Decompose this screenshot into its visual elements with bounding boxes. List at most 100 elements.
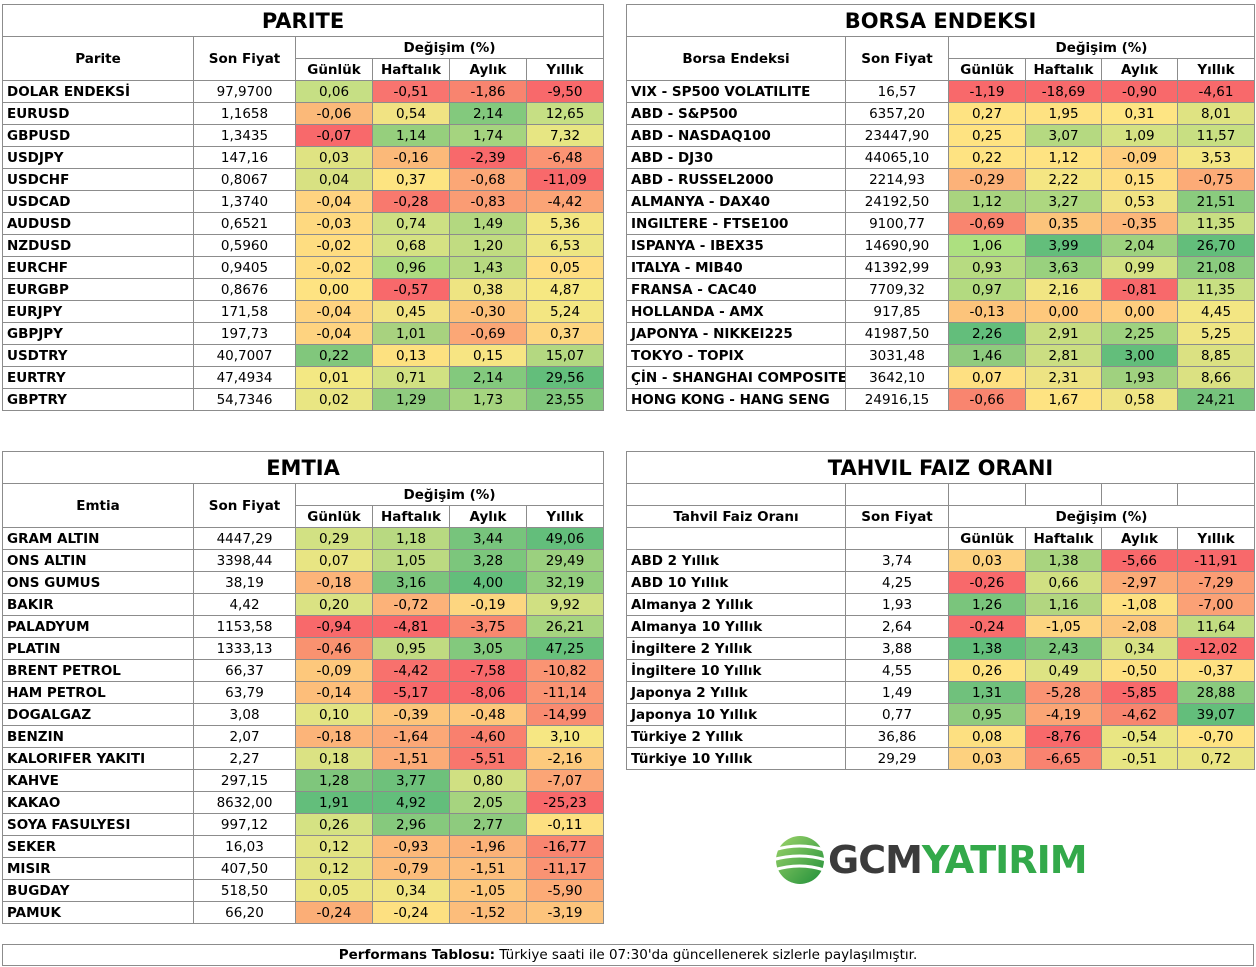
row-name: USDTRY — [2, 344, 194, 367]
change-cell: 3,77 — [372, 769, 450, 792]
logo-wordmark: GCMYATIRIM — [828, 836, 1088, 884]
change-cell: -0,09 — [295, 659, 373, 682]
change-cell: -5,85 — [1101, 681, 1178, 704]
table-row: DOLAR ENDEKSİ 97,9700 0,06 -0,51 -1,86 -9,50 — [2, 80, 605, 103]
change-cell: -0,24 — [295, 901, 373, 924]
change-cell: -5,28 — [1025, 681, 1102, 704]
row-price: 14690,90 — [845, 234, 949, 257]
row-name: USDCAD — [2, 190, 194, 213]
row-price: 1,93 — [845, 593, 949, 616]
table-row: ITALYA - MIB40 41392,99 0,93 3,63 0,99 21,08 — [626, 256, 1255, 279]
change-cell: 0,05 — [295, 879, 373, 902]
change-cell: 3,63 — [1025, 256, 1102, 279]
change-cell: -1,51 — [449, 857, 527, 880]
row-price: 97,9700 — [193, 80, 296, 103]
change-cell: -0,81 — [1101, 278, 1178, 301]
row-price: 4,25 — [845, 571, 949, 594]
row-price: 1153,58 — [193, 615, 296, 638]
row-price: 407,50 — [193, 857, 296, 880]
row-price: 66,20 — [193, 901, 296, 924]
row-price: 9100,77 — [845, 212, 949, 235]
table-row: Japonya 10 Yıllık 0,77 0,95 -4,19 -4,62 39,07 — [626, 703, 1256, 726]
row-name: DOGALGAZ — [2, 703, 194, 726]
borsa-period-daily: Günlük — [948, 58, 1026, 81]
change-cell: 1,12 — [1025, 146, 1102, 169]
borsa-period-monthly: Aylık — [1101, 58, 1178, 81]
change-cell: -0,72 — [372, 593, 450, 616]
table-row: Türkiye 10 Yıllık 29,29 0,03 -6,65 -0,51 0,72 — [626, 747, 1256, 770]
table-row: DOGALGAZ 3,08 0,10 -0,39 -0,48 -14,99 — [2, 703, 605, 726]
change-cell: -2,16 — [525, 747, 605, 770]
table-row: HONG KONG - HANG SENG 24916,15 -0,66 1,67 0,… — [626, 388, 1255, 411]
change-cell: -0,51 — [372, 80, 450, 103]
change-cell: 21,08 — [1177, 256, 1255, 279]
tahvil-col-name: Tahvil Faiz Oranı — [626, 505, 846, 528]
row-name: BAKIR — [2, 593, 194, 616]
change-cell: 8,66 — [1177, 366, 1255, 389]
change-cell: 0,18 — [295, 747, 373, 770]
change-cell: 3,99 — [1025, 234, 1102, 257]
change-cell: 0,03 — [948, 747, 1026, 770]
change-cell: -0,26 — [948, 571, 1026, 594]
row-price: 24192,50 — [845, 190, 949, 213]
footer-bold: Performans Tablosu: — [338, 947, 495, 963]
row-price: 3,08 — [193, 703, 296, 726]
change-cell: 1,29 — [372, 388, 450, 411]
change-cell: -18,69 — [1025, 80, 1102, 103]
table-row: VIX - SP500 VOLATILITE 16,57 -1,19 -18,69 -0… — [626, 80, 1255, 103]
change-cell: -11,14 — [525, 681, 605, 704]
row-name: PALADYUM — [2, 615, 194, 638]
change-cell: -1,19 — [948, 80, 1026, 103]
table-row: ABD 2 Yıllık 3,74 0,03 1,38 -5,66 -11,91 — [626, 549, 1256, 572]
row-name: JAPONYA - NIKKEI225 — [626, 322, 846, 345]
change-cell: 0,45 — [372, 300, 450, 323]
change-cell: -0,46 — [295, 637, 373, 660]
change-cell: -0,03 — [295, 212, 373, 235]
row-name: EURJPY — [2, 300, 194, 323]
row-name: KALORIFER YAKITI — [2, 747, 194, 770]
change-cell: 4,45 — [1177, 300, 1255, 323]
row-name: GBPJPY — [2, 322, 194, 345]
table-row: KAKAO 8632,00 1,91 4,92 2,05 -25,23 — [2, 791, 605, 814]
change-cell: -1,05 — [449, 879, 527, 902]
row-name: EURCHF — [2, 256, 194, 279]
change-cell: -4,19 — [1025, 703, 1102, 726]
change-cell: 2,31 — [1025, 366, 1102, 389]
change-cell: 12,65 — [525, 102, 605, 125]
row-price: 2214,93 — [845, 168, 949, 191]
row-price: 0,8676 — [193, 278, 296, 301]
change-cell: 3,10 — [525, 725, 605, 748]
change-cell: -5,51 — [449, 747, 527, 770]
change-cell: -4,42 — [525, 190, 605, 213]
row-name: HAM PETROL — [2, 681, 194, 704]
change-cell: -0,18 — [295, 571, 373, 594]
change-cell: 0,37 — [525, 322, 605, 345]
change-cell: 11,57 — [1177, 124, 1255, 147]
change-cell: 4,92 — [372, 791, 450, 814]
change-cell: 4,87 — [525, 278, 605, 301]
borsa-panel: BORSA ENDEKSI Borsa Endeksi Son Fiyat De… — [626, 4, 1255, 411]
table-row: USDCAD 1,3740 -0,04 -0,28 -0,83 -4,42 — [2, 190, 605, 213]
table-row: İngiltere 10 Yıllık 4,55 0,26 0,49 -0,50 -0,3… — [626, 659, 1256, 682]
change-cell: 1,18 — [372, 527, 450, 550]
row-price: 171,58 — [193, 300, 296, 323]
change-cell: 23,55 — [525, 388, 605, 411]
table-row: ISPANYA - IBEX35 14690,90 1,06 3,99 2,04 26,7… — [626, 234, 1255, 257]
change-cell: 26,70 — [1177, 234, 1255, 257]
table-row: FRANSA - CAC40 7709,32 0,97 2,16 -0,81 11,35 — [626, 278, 1255, 301]
table-row: INGILTERE - FTSE100 9100,77 -0,69 0,35 -0,35… — [626, 212, 1255, 235]
table-row: EURTRY 47,4934 0,01 0,71 2,14 29,56 — [2, 366, 605, 389]
change-cell: -16,77 — [525, 835, 605, 858]
change-cell: 2,25 — [1101, 322, 1178, 345]
parite-period-daily: Günlük — [295, 58, 373, 81]
change-cell: 1,06 — [948, 234, 1026, 257]
change-cell: 0,10 — [295, 703, 373, 726]
row-name: NZDUSD — [2, 234, 194, 257]
row-name: EURGBP — [2, 278, 194, 301]
row-price: 0,77 — [845, 703, 949, 726]
change-cell: -0,66 — [948, 388, 1026, 411]
emtia-period-monthly: Aylık — [449, 505, 527, 528]
globe-icon — [771, 836, 826, 884]
change-cell: 0,25 — [948, 124, 1026, 147]
table-row: BAKIR 4,42 0,20 -0,72 -0,19 9,92 — [2, 593, 605, 616]
